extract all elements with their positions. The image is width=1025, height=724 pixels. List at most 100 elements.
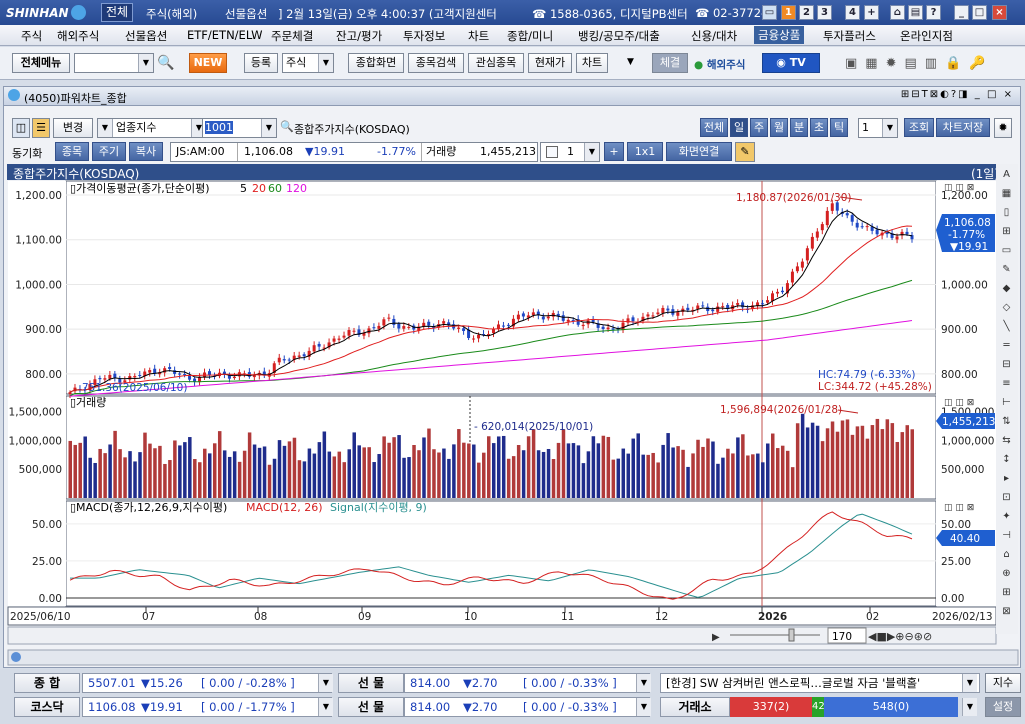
code-input[interactable]: 1001 ▼ bbox=[202, 118, 277, 138]
period-button-2[interactable]: 주 bbox=[750, 118, 768, 137]
chevron-down-icon[interactable]: ▼ bbox=[98, 119, 113, 137]
interest-stocks-button[interactable]: 관심종목 bbox=[468, 53, 524, 73]
menu-item-1[interactable]: 해외주식 bbox=[57, 29, 100, 43]
query-button[interactable]: 조회 bbox=[904, 118, 934, 137]
box-icon[interactable]: ⊡ bbox=[1002, 492, 1011, 503]
all-menu-button[interactable]: 전체메뉴 bbox=[12, 53, 70, 73]
tv-button[interactable]: ◉ TV bbox=[762, 53, 820, 73]
table-icon[interactable]: ⊞ bbox=[1002, 226, 1011, 237]
page-4-button[interactable]: 4 bbox=[845, 5, 860, 20]
menu-item-4[interactable]: 주문체결 bbox=[271, 29, 314, 43]
chart-button[interactable]: 차트 bbox=[576, 53, 608, 73]
text-icon[interactable]: A bbox=[1003, 169, 1010, 180]
category-select[interactable]: 업종지수 ▼ ▼ bbox=[97, 118, 207, 138]
split-icon[interactable]: ⊟ bbox=[1002, 359, 1011, 370]
grid-icon[interactable]: ▦ bbox=[1001, 188, 1012, 199]
stock-search-button[interactable]: 종목검색 bbox=[408, 53, 464, 73]
menu-item-9[interactable]: 뱅킹/공모주/대출 bbox=[578, 29, 660, 43]
cycle-button[interactable]: 주기 bbox=[92, 142, 126, 161]
checkbox-icon[interactable] bbox=[546, 146, 558, 158]
diamond-icon[interactable]: ◇ bbox=[1002, 302, 1011, 313]
page-1-button[interactable]: 1 bbox=[781, 5, 796, 20]
menu-item-6[interactable]: 투자정보 bbox=[403, 29, 446, 43]
vertical-arrow-icon[interactable]: ↕ bbox=[1002, 454, 1011, 465]
menu-item-10[interactable]: 신용/대차 bbox=[691, 29, 738, 43]
maximize-icon[interactable]: □ bbox=[972, 5, 987, 20]
period-button-5[interactable]: 초 bbox=[810, 118, 828, 137]
shape-icon[interactable]: ▭ bbox=[1001, 245, 1012, 256]
chevron-down-icon[interactable]: ▼ bbox=[962, 698, 977, 716]
search-icon[interactable]: 🔍 bbox=[157, 55, 175, 71]
page-3-button[interactable]: 3 bbox=[817, 5, 832, 20]
help-icon[interactable]: ? bbox=[926, 5, 941, 20]
pencil-icon[interactable]: ✎ bbox=[735, 142, 755, 162]
size-button[interactable]: 1x1 bbox=[627, 142, 663, 161]
tab-all[interactable]: 전체 bbox=[101, 3, 133, 22]
index-button[interactable]: 지수 bbox=[985, 673, 1021, 693]
window-controls[interactable]: ⊞⊟T⊠◐?◨ _ □ × bbox=[900, 89, 1014, 100]
chevron-down-icon[interactable]: ▼ bbox=[318, 698, 333, 716]
cross-icon[interactable]: ⊠ bbox=[1002, 606, 1011, 617]
minimize-icon[interactable]: _ bbox=[954, 5, 969, 20]
period-count-select[interactable]: 1 ▼ bbox=[858, 118, 898, 138]
general-screen-button[interactable]: 종합화면 bbox=[348, 53, 404, 73]
play-icon[interactable]: ▸ bbox=[1003, 473, 1010, 484]
chevron-down-icon[interactable]: ▼ bbox=[962, 674, 977, 692]
house-icon[interactable]: ⌂ bbox=[1003, 549, 1010, 560]
link-screen-button[interactable]: 화면연결 bbox=[666, 142, 732, 161]
menu-item-0[interactable]: 주식 bbox=[21, 29, 43, 43]
chevron-down-icon[interactable]: ▼ bbox=[261, 119, 276, 137]
overseas-stock-link[interactable]: ● 해외주식 bbox=[694, 57, 745, 72]
menu-item-8[interactable]: 종합/미니 bbox=[507, 29, 554, 43]
search-icon[interactable]: 🔍 bbox=[280, 120, 294, 133]
chevron-down-icon[interactable]: ▼ bbox=[627, 57, 634, 67]
home-icon[interactable]: ⌂ bbox=[890, 5, 905, 20]
tool-icons[interactable]: ▣▦✹▤▥🔒🔑 bbox=[845, 56, 994, 71]
current-price-button[interactable]: 현재가 bbox=[528, 53, 572, 73]
market-select[interactable]: 주식 ▼ bbox=[282, 53, 334, 73]
menu-item-5[interactable]: 잔고/평가 bbox=[336, 29, 383, 43]
add-page-button[interactable]: + bbox=[864, 5, 879, 20]
period-button-0[interactable]: 전체 bbox=[700, 118, 728, 137]
period-button-4[interactable]: 분 bbox=[790, 118, 808, 137]
execution-button[interactable]: 체결 bbox=[652, 53, 688, 73]
print-icon[interactable]: ▤ bbox=[908, 5, 923, 20]
split-view-icon[interactable]: ◫ bbox=[12, 118, 30, 138]
futures-link[interactable]: 선물옵션 bbox=[225, 7, 268, 21]
news-ticker[interactable]: [한경] SW 삼켜버린 앤스로픽…글로벌 자금 '블랙홀' bbox=[660, 673, 980, 693]
vline-icon[interactable]: ⊢ bbox=[1002, 397, 1011, 408]
hline-icon[interactable]: ═ bbox=[1003, 340, 1010, 351]
fibonacci-icon[interactable]: ⇅ bbox=[1002, 416, 1011, 427]
change-button[interactable]: 변경 bbox=[53, 118, 93, 138]
rect-icon[interactable]: ▯ bbox=[1003, 207, 1010, 218]
lines-icon[interactable]: ≡ bbox=[1002, 378, 1011, 389]
layout-icon[interactable]: ☰ bbox=[32, 118, 50, 138]
trendline-icon[interactable]: ╲ bbox=[1003, 321, 1010, 332]
menu-item-12[interactable]: 투자플러스 bbox=[823, 29, 876, 43]
zoom-icon[interactable]: ⊕ bbox=[1002, 568, 1011, 579]
grid2-icon[interactable]: ⊞ bbox=[1002, 587, 1011, 598]
menu-search-input[interactable]: ▼ bbox=[74, 53, 154, 73]
settings-gear-icon[interactable]: ✹ bbox=[994, 118, 1012, 138]
chevron-down-icon[interactable]: ▼ bbox=[318, 674, 333, 692]
register-button[interactable]: 등록 bbox=[244, 53, 278, 73]
period-button-1[interactable]: 일 bbox=[730, 118, 748, 137]
new-button[interactable]: NEW bbox=[189, 53, 227, 73]
chevron-down-icon[interactable]: ▼ bbox=[636, 674, 651, 692]
kind-button[interactable]: 종목 bbox=[55, 142, 89, 161]
chevron-down-icon[interactable]: ▼ bbox=[882, 119, 897, 137]
page-2-button[interactable]: 2 bbox=[799, 5, 814, 20]
menu-item-3[interactable]: ETF/ETN/ELW bbox=[187, 28, 263, 42]
overseas-link[interactable]: 주식(해외) bbox=[146, 7, 198, 21]
chevron-down-icon[interactable]: ▼ bbox=[318, 54, 333, 72]
period-button-6[interactable]: 틱 bbox=[830, 118, 848, 137]
star-icon[interactable]: ✦ bbox=[1002, 511, 1011, 522]
chevron-down-icon[interactable]: ▼ bbox=[584, 143, 599, 161]
count-select[interactable]: 1 ▼ bbox=[540, 142, 600, 162]
fill-icon[interactable]: ◆ bbox=[1002, 283, 1011, 294]
period-button-3[interactable]: 월 bbox=[770, 118, 788, 137]
menu-item-2[interactable]: 선물옵션 bbox=[125, 29, 168, 43]
bracket-icon[interactable]: ⊣ bbox=[1002, 530, 1011, 541]
chevron-down-icon[interactable]: ▼ bbox=[636, 698, 651, 716]
chevron-down-icon[interactable]: ▼ bbox=[138, 54, 153, 72]
